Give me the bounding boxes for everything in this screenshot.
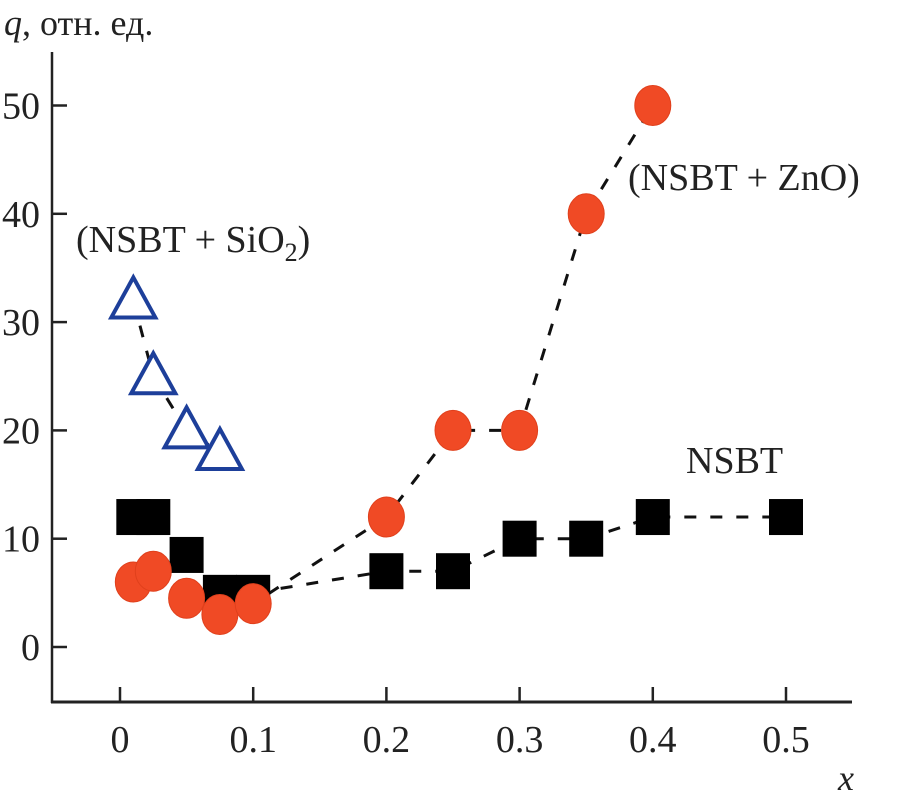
label-nsbt: NSBT (686, 440, 783, 482)
x-axis-title: x (837, 758, 854, 798)
zno-point (201, 594, 239, 636)
label-nsbt-zno: (NSBT + ZnO) (628, 157, 860, 199)
zno-point (434, 409, 472, 451)
zno-point (134, 550, 172, 592)
zno-point (234, 583, 272, 625)
y-tick-label: 50 (2, 86, 40, 128)
y-axis-variable: q (4, 3, 22, 43)
x-tick-label: 0.5 (762, 719, 810, 761)
sio2-point (194, 424, 246, 472)
nsbt-point (635, 499, 670, 536)
zno-point (367, 496, 405, 538)
y-tick-label: 40 (2, 194, 40, 236)
nsbt-point (436, 553, 470, 590)
nsbt-point (569, 520, 604, 557)
y-tick-label: 20 (2, 410, 40, 452)
nsbt-point (136, 499, 171, 536)
sio2-point (161, 403, 212, 450)
nsbt-point (169, 536, 204, 573)
x-tick-label: 0 (111, 719, 130, 761)
series-line-circle (132, 104, 655, 617)
y-tick-label: 0 (21, 627, 40, 669)
y-axis-unit: , отн. ед. (22, 3, 153, 43)
zno-point (634, 85, 672, 126)
x-tick-label: 0.1 (229, 719, 277, 761)
label-sio2-subscript: 2 (285, 238, 298, 267)
zno-point (567, 193, 605, 235)
x-tick-label: 0.4 (629, 719, 677, 761)
nsbt-point (502, 520, 537, 557)
x-tick-label: 0.3 (496, 719, 544, 761)
sio2-point (107, 273, 159, 320)
label-nsbt-sio2: (NSBT + SiO2) (76, 219, 310, 267)
x-tick-label: 0.2 (363, 719, 411, 761)
zno-point (168, 577, 206, 619)
zno-point (501, 409, 539, 451)
y-axis-title: q, отн. ед. (4, 3, 153, 43)
y-tick-label: 10 (2, 519, 40, 561)
y-tick-label: 30 (2, 302, 40, 344)
nsbt-point (369, 553, 404, 590)
nsbt-point (769, 499, 803, 536)
label-sio2-close: ) (298, 219, 311, 261)
sio2-point (127, 349, 179, 396)
label-sio2-main: (NSBT + SiO (76, 219, 285, 261)
